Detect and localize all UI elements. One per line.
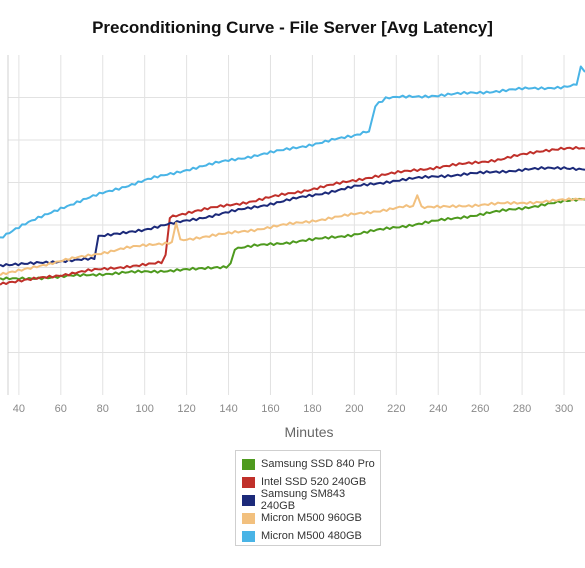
x-axis-label: Minutes [284, 424, 333, 440]
legend-label: Intel SSD 520 240GB [261, 476, 367, 488]
legend-item: Samsung SM843 240GB [242, 488, 380, 512]
legend: Samsung SSD 840 Pro Intel SSD 520 240GB Sa… [235, 450, 381, 546]
legend-label: Micron M500 480GB [261, 530, 362, 542]
legend-swatch [242, 494, 255, 506]
x-tick-label: 220 [387, 403, 405, 415]
legend-label: Micron M500 960GB [261, 512, 362, 524]
legend-item: Micron M500 480GB [242, 527, 380, 545]
gridlines [7, 55, 585, 395]
x-tick-label: 180 [303, 403, 321, 415]
x-tick-label: 260 [471, 403, 489, 415]
x-tick-label: 280 [513, 403, 531, 415]
x-tick-label: 60 [55, 403, 67, 415]
x-tick-label: 300 [555, 403, 573, 415]
legend-item: Micron M500 960GB [242, 509, 380, 527]
series-lines [0, 65, 585, 286]
x-tick-label: 140 [219, 403, 237, 415]
legend-swatch [242, 458, 255, 470]
legend-swatch [242, 530, 255, 542]
legend-swatch [242, 512, 255, 524]
legend-swatch [242, 476, 255, 488]
series-line-samsung-ssd-840-pro [0, 197, 585, 281]
x-tick-label: 160 [261, 403, 279, 415]
x-tick-label: 120 [177, 403, 195, 415]
x-tick-label: 200 [345, 403, 363, 415]
x-tick-label: 40 [13, 403, 25, 415]
line-chart: 40 60 80 100 120 140 160 180 200 220 240 260 280 300 … [0, 55, 585, 440]
series-line-intel-ssd-520-240gb [0, 146, 585, 286]
legend-item: Intel SSD 520 240GB [242, 473, 380, 491]
series-line-samsung-sm843-240gb [0, 166, 585, 268]
x-tick-label: 100 [135, 403, 153, 415]
x-tick-label: 80 [97, 403, 109, 415]
legend-label: Samsung SM843 240GB [260, 488, 346, 512]
series-line-micron-m500-480gb [0, 65, 585, 239]
legend-item: Samsung SSD 840 Pro [242, 455, 380, 473]
legend-label: Samsung SSD 840 Pro [261, 458, 375, 470]
series-line-micron-m500-960gb [0, 194, 585, 277]
x-tick-label: 240 [429, 403, 447, 415]
chart-title: Preconditioning Curve - File Server [Avg… [92, 18, 493, 37]
x-tick-labels: 40 60 80 100 120 140 160 180 200 220 240 260 280 300 [13, 403, 573, 415]
